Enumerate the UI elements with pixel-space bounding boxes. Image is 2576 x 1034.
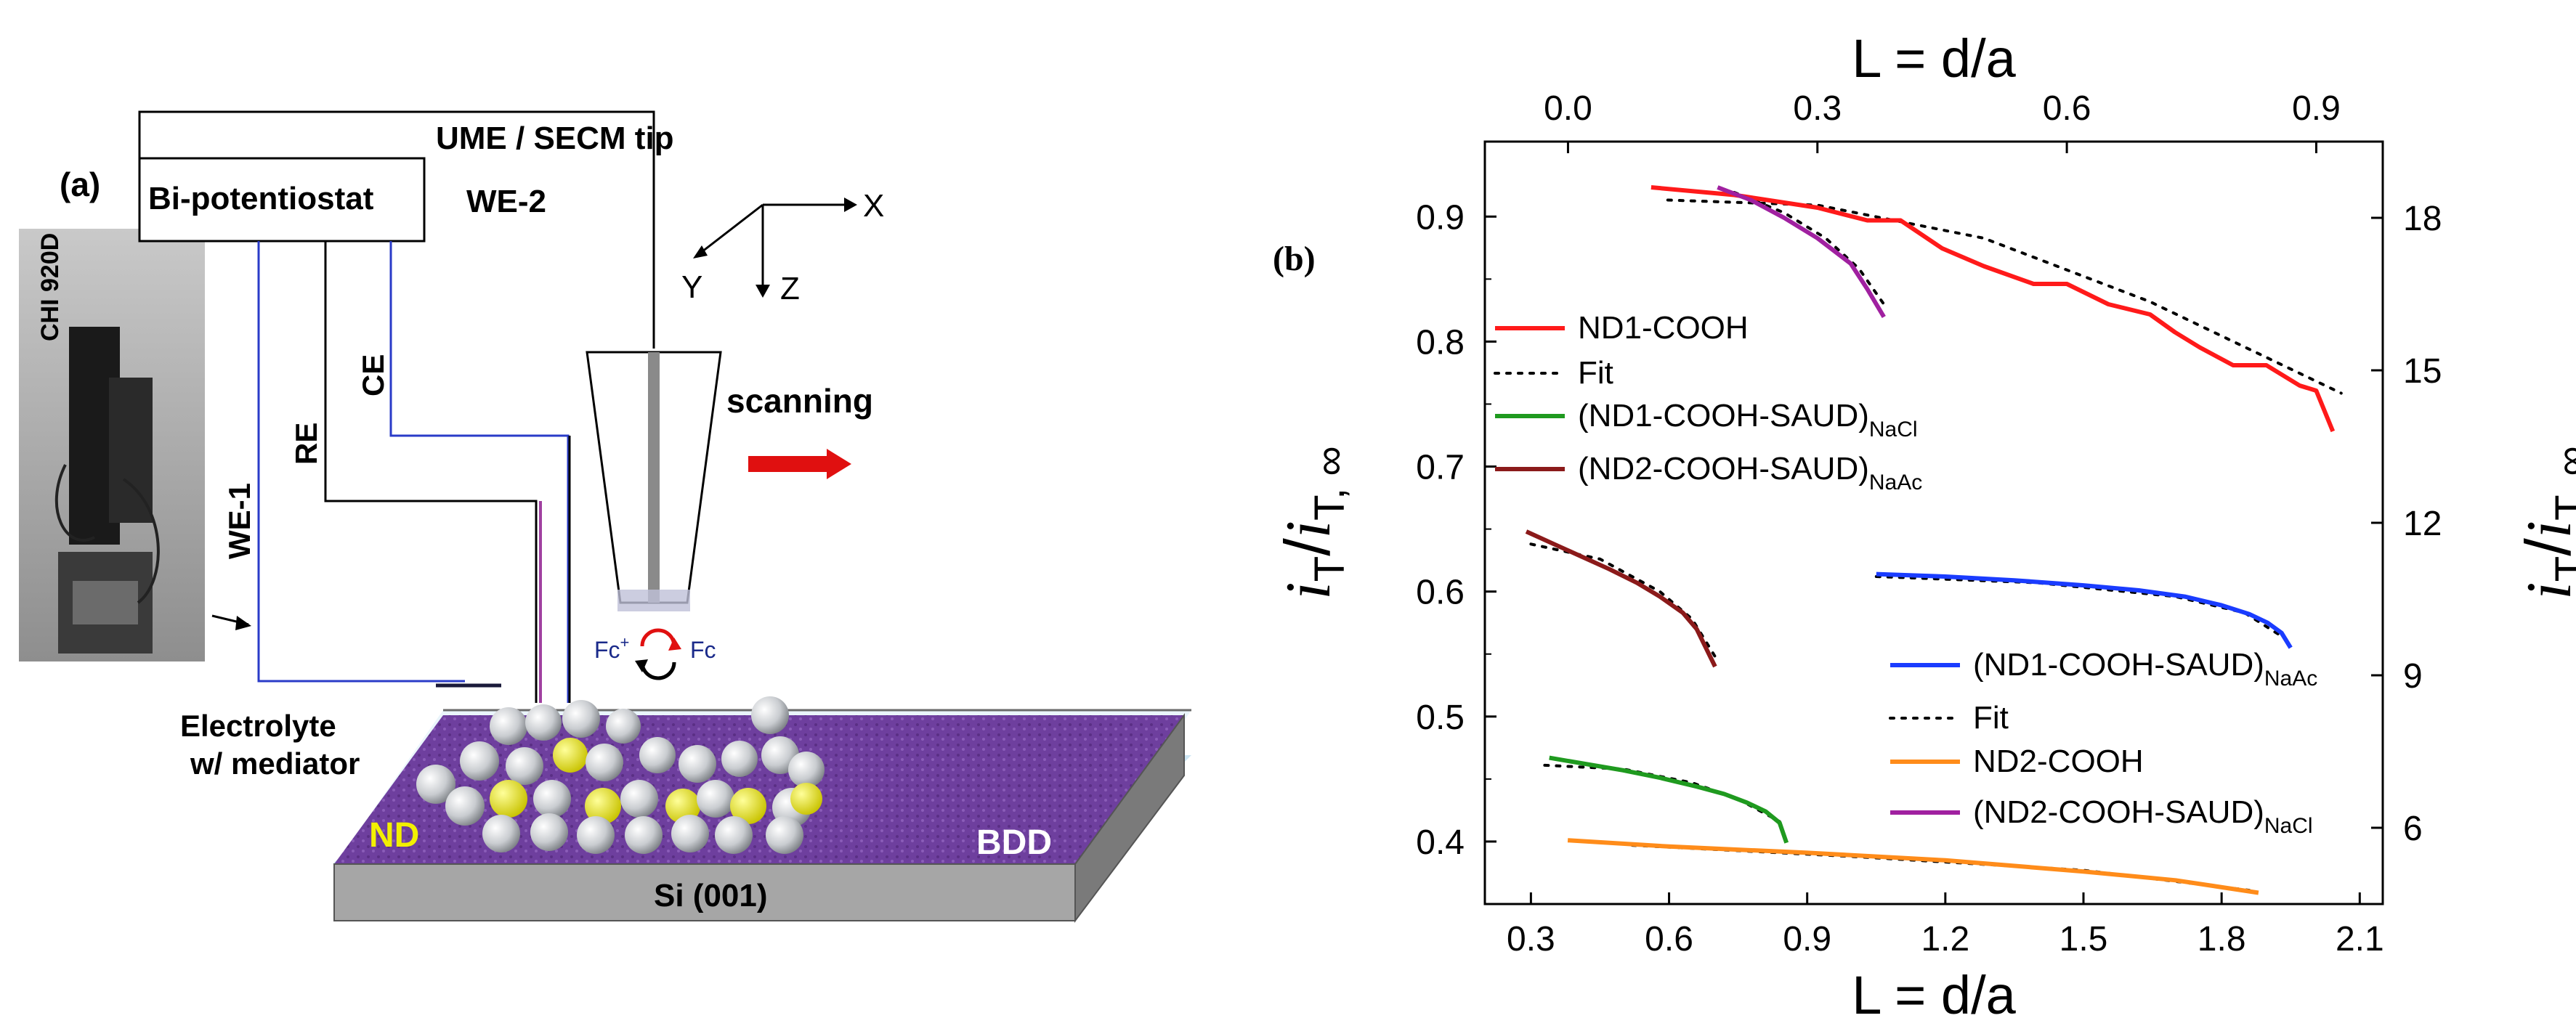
y-tick-label: 0.5 (1416, 699, 1465, 737)
panel-a-diagram: (a) CHI 920D Bi-potentiostat UME / SECM … (19, 110, 1191, 923)
series-line (1525, 529, 1717, 668)
bi-potentiostat-label: Bi-potentiostat (148, 181, 374, 216)
redox-cycle: Fc+ Fc (594, 628, 716, 680)
legend-label: (ND1-COOH-SAUD)NaCl (1578, 398, 1918, 441)
legend-label: ND1-COOH (1578, 310, 1749, 346)
series-line (1549, 755, 1789, 844)
x2-tick-label: 0.6 (2043, 89, 2091, 128)
panel-a-label: (a) (60, 166, 100, 203)
we2-wire (138, 110, 655, 349)
y2-tick-label: 18 (2403, 200, 2442, 238)
fit-lines (1529, 191, 2343, 892)
data-series (1525, 185, 2336, 895)
instrument-name: CHI 920D (36, 233, 64, 341)
ce-label: CE (356, 354, 390, 396)
legend-label: (ND1-COOH-SAUD)NaAc (1973, 647, 2317, 691)
bdd-label: BDD (976, 823, 1052, 862)
we2-label: WE-2 (466, 184, 546, 219)
series-line (1717, 185, 1886, 319)
legend-label: (ND2-COOH-SAUD)NaCl (1973, 794, 2313, 838)
we1-label: WE-1 (222, 483, 256, 559)
x2-tick-label: 0.0 (1544, 89, 1592, 128)
x-tick-label: 0.6 (1645, 920, 1693, 958)
electrolyte-label-1: Electrolyte (180, 709, 336, 743)
scanning-label: scanning (726, 382, 873, 420)
axis-z-label: Z (780, 271, 800, 306)
panel-b-label: (b) (1273, 240, 1316, 278)
legend-label: ND2-COOH (1973, 744, 2144, 779)
x-tick-label: 1.5 (2059, 920, 2108, 958)
x2-axis-title: L = d/a (1852, 28, 2016, 89)
scan-direction-arrow (748, 449, 851, 479)
secm-tip (586, 351, 722, 611)
y-tick-label: 0.8 (1416, 323, 1465, 362)
axis-ticks: 0.3 0.6 0.9 1.2 1.5 1.8 2.1 0.0 0.3 0.6 0.9 0.4 0.5 0… (1416, 89, 2442, 958)
y2-tick-label: 15 (2403, 352, 2442, 391)
plot-frame (1483, 140, 2384, 905)
ce-wire (389, 241, 570, 703)
fit-line (1733, 191, 1886, 306)
y-tick-label: 0.7 (1416, 449, 1465, 487)
nd-label: ND (369, 816, 419, 855)
fit-line (1630, 844, 2251, 892)
svg-text:iT/iT, ∞: iT/iT, ∞ (1271, 446, 1353, 599)
fc-label: Fc (690, 637, 716, 663)
y-tick-label: 0.6 (1416, 574, 1465, 612)
we1-wire (257, 241, 465, 683)
legend-label: Fit (1578, 355, 1613, 391)
y-tick-label: 0.9 (1416, 198, 1465, 237)
y2-tick-label: 12 (2403, 505, 2442, 543)
re-wire (324, 241, 538, 703)
x-tick-label: 2.1 (2336, 920, 2384, 958)
y-tick-label: 0.4 (1416, 823, 1465, 862)
panel-b-chart: (b) L = d/a L = d/a iT/iT, ∞ iT/iT, ∞ 0.… (1271, 28, 2576, 1025)
tip-label: UME / SECM tip (436, 121, 674, 156)
x2-tick-label: 0.9 (2292, 89, 2341, 128)
legend-label: (ND2-COOH-SAUD)NaAc (1578, 451, 1922, 494)
x-tick-label: 1.2 (1921, 920, 1969, 958)
fc-plus-label: Fc+ (594, 633, 629, 663)
electrolyte-label-2: w/ mediator (190, 746, 360, 781)
nanodiamond-cluster (416, 696, 825, 854)
x-axis-title: L = d/a (1852, 965, 2016, 1025)
x2-tick-label: 0.3 (1793, 89, 1842, 128)
x-tick-label: 1.8 (2198, 920, 2246, 958)
axis-x-label: X (863, 188, 884, 224)
fit-line (1529, 542, 1717, 659)
substrate-label: Si (001) (654, 878, 768, 913)
y2-tick-label: 6 (2403, 810, 2423, 848)
y-axis-title: iT/iT, ∞ (1271, 446, 1353, 599)
chart-legend: ND1-COOH Fit (ND1-COOH-SAUD)NaCl (ND2-COOH-… (1494, 310, 2317, 838)
fit-line (1543, 763, 1781, 823)
re-label: RE (289, 423, 323, 465)
y2-axis-title: iT/iT, ∞ (2512, 446, 2576, 599)
legend-label: Fit (1973, 700, 2009, 736)
series-line (1650, 185, 2336, 433)
y2-tick-label: 9 (2403, 657, 2423, 696)
series-line (1876, 571, 2293, 649)
svg-text:iT/iT, ∞: iT/iT, ∞ (2512, 446, 2576, 599)
series-line (1567, 838, 2259, 895)
xyz-axes: X Y Z (681, 188, 884, 306)
bi-potentiostat-box (138, 157, 426, 243)
x-tick-label: 0.9 (1783, 920, 1831, 958)
x-tick-label: 0.3 (1507, 920, 1555, 958)
instrument-photo: CHI 920D (19, 229, 205, 661)
axis-y-label: Y (681, 269, 702, 305)
